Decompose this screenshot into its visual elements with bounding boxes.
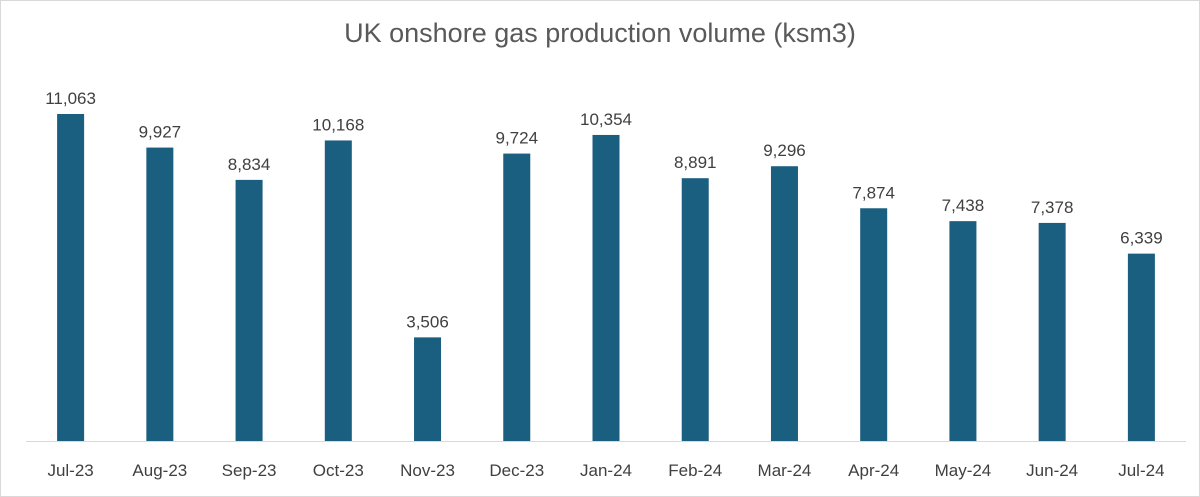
x-tick-label-jul-24: Jul-24: [1118, 461, 1164, 480]
value-label-aug-23: 9,927: [139, 123, 182, 142]
value-label-jul-23: 11,063: [45, 89, 96, 108]
x-tick-label-may-24: May-24: [935, 461, 992, 480]
value-label-jun-24: 7,378: [1031, 198, 1074, 217]
x-tick-label-aug-23: Aug-23: [132, 461, 187, 480]
bar-jul-24: [1127, 253, 1155, 441]
bar-nov-23: [414, 337, 442, 441]
bars-group: [57, 114, 1155, 442]
x-tick-label-oct-23: Oct-23: [313, 461, 364, 480]
bar-apr-24: [860, 208, 888, 441]
x-tick-label-jun-24: Jun-24: [1026, 461, 1078, 480]
chart-title: UK onshore gas production volume (ksm3): [344, 18, 856, 48]
value-label-apr-24: 7,874: [852, 183, 895, 202]
value-label-jul-24: 6,339: [1120, 229, 1163, 248]
x-tick-label-jul-23: Jul-23: [47, 461, 93, 480]
bar-jul-23: [57, 114, 85, 441]
x-tick-labels-group: Jul-23 Aug-23 Sep-23 Oct-23 Nov-23 Dec-23 Jan-…: [47, 461, 1164, 480]
x-tick-label-jan-24: Jan-24: [580, 461, 632, 480]
bar-feb-24: [681, 178, 709, 441]
value-labels-group: 11,063 9,927 8,834 10,168 3,506 9,724 10,354 8,…: [45, 89, 1162, 331]
value-label-mar-24: 9,296: [763, 141, 806, 160]
x-tick-label-feb-24: Feb-24: [668, 461, 722, 480]
value-label-dec-23: 9,724: [495, 129, 538, 148]
bar-sep-23: [235, 179, 263, 441]
value-label-may-24: 7,438: [942, 196, 985, 215]
x-tick-label-nov-23: Nov-23: [400, 461, 455, 480]
bar-aug-23: [146, 147, 174, 441]
bar-oct-23: [324, 140, 352, 441]
x-tick-label-apr-24: Apr-24: [848, 461, 899, 480]
bar-may-24: [949, 221, 977, 441]
x-tick-label-dec-23: Dec-23: [489, 461, 544, 480]
value-label-feb-24: 8,891: [674, 153, 717, 172]
value-label-nov-23: 3,506: [406, 312, 449, 331]
bar-jan-24: [592, 134, 620, 442]
value-label-sep-23: 8,834: [228, 155, 271, 174]
value-label-jan-24: 10,354: [580, 110, 632, 129]
bar-jun-24: [1038, 222, 1066, 441]
bar-mar-24: [770, 166, 798, 442]
x-tick-label-mar-24: Mar-24: [758, 461, 812, 480]
x-tick-label-sep-23: Sep-23: [222, 461, 277, 480]
bar-dec-23: [503, 153, 531, 442]
value-label-oct-23: 10,168: [312, 115, 364, 134]
